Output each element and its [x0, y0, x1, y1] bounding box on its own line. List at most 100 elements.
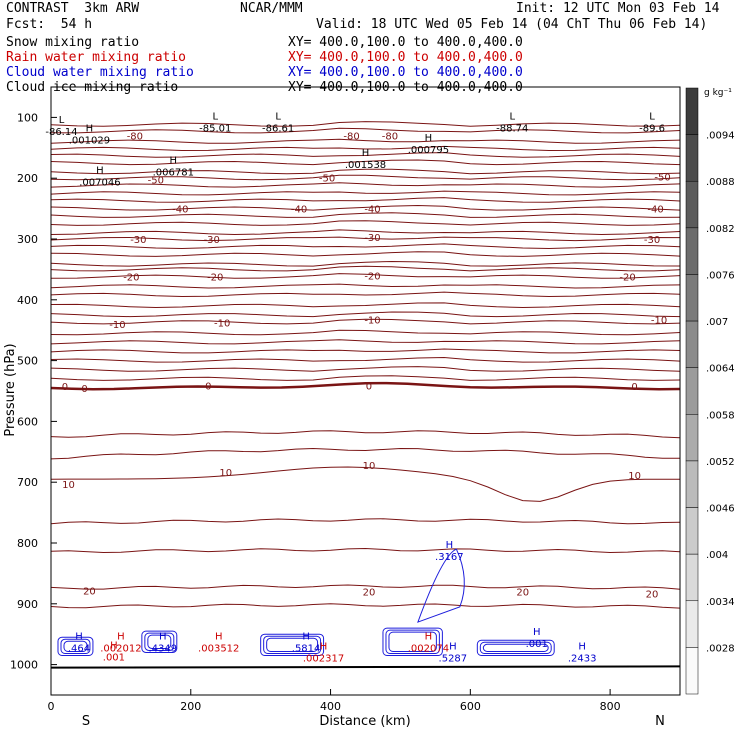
extremum-marker: H	[449, 642, 457, 653]
temperature-contour	[50, 603, 681, 609]
cloud-water-contour	[482, 643, 549, 652]
temperature-contour	[50, 291, 681, 298]
temperature-contour	[50, 329, 681, 336]
colorbar-cell	[685, 227, 699, 275]
temperature-contour	[50, 152, 681, 158]
extremum-value: -85.01	[199, 123, 231, 134]
cloud-water-contour	[266, 637, 319, 652]
temperature-contour	[50, 121, 681, 127]
extremum-value: .2433	[568, 654, 597, 665]
extremum-marker: H	[302, 631, 310, 642]
cloud-water-contour	[63, 640, 88, 652]
extremum-marker: H	[159, 631, 167, 642]
cloud-water-contour	[147, 634, 172, 649]
field-rain-xy: XY= 400.0,100.0 to 400.0,400.0	[288, 50, 523, 65]
extremum-marker: H	[425, 631, 433, 642]
y-tick-label: 1000	[10, 659, 38, 672]
extremum-marker: H	[425, 133, 433, 144]
colorbar-tick-label: .007	[706, 317, 728, 328]
center-title: NCAR/MMM	[240, 1, 303, 16]
extremum-marker: L	[275, 111, 281, 122]
extremum-marker: H	[215, 631, 223, 642]
extremum-marker: H	[578, 642, 586, 653]
x-axis-label: Distance (km)	[319, 714, 410, 729]
colorbar-cell	[685, 180, 699, 229]
colorbar-cell	[685, 87, 699, 135]
extremum-value: .5287	[439, 654, 468, 665]
contour-label: -20	[364, 271, 380, 282]
temperature-contour	[50, 311, 681, 318]
extremum-value: .002012	[100, 643, 141, 654]
temperature-contour	[50, 366, 681, 372]
field-snow-xy: XY= 400.0,100.0 to 400.0,400.0	[288, 35, 523, 50]
contour-label: -40	[172, 205, 188, 216]
temperature-contour	[50, 260, 681, 267]
colorbar-cell	[685, 274, 699, 322]
contour-label: 10	[363, 461, 376, 472]
field-snow: Snow mixing ratio	[6, 35, 140, 50]
extremum-value: .464	[68, 643, 90, 654]
colorbar-tick-label: .0088	[706, 177, 735, 188]
contour-label: -40	[291, 205, 307, 216]
temperature-contour	[50, 375, 681, 381]
y-tick-label: 900	[17, 598, 38, 611]
contour-label: 0	[205, 382, 211, 393]
cloud-water-contour	[57, 636, 94, 656]
cloud-water-contour	[382, 627, 443, 656]
field-cloud-water: Cloud water mixing ratio	[6, 65, 194, 80]
contour-label: -80	[382, 132, 398, 143]
colorbar: .0094 .0088 .0082 .0076 .007 .0064 .0058 .0052.…	[685, 87, 735, 695]
extremum-value: -86.14	[45, 127, 77, 138]
extremum-marker: H	[110, 640, 118, 651]
cloud-water-contour	[60, 638, 91, 654]
temperature-contour	[50, 251, 681, 257]
contour-label: 0	[62, 382, 68, 393]
colorbar-cell	[685, 600, 699, 648]
contour-label: -50	[319, 174, 335, 185]
temperature-contour	[50, 220, 681, 226]
colorbar-unit: g kg⁻¹	[704, 88, 732, 98]
contour-label: -80	[127, 132, 143, 143]
colorbar-cell	[685, 553, 699, 602]
temperature-contour	[50, 127, 681, 134]
valid-time: Valid: 18 UTC Wed 05 Feb 14 (04 ChT Thu …	[316, 17, 708, 32]
temperature-contour	[50, 283, 681, 289]
extremum-marker: H	[96, 166, 104, 177]
extremum-marker: L	[649, 111, 655, 122]
y-tick-label: 800	[17, 537, 38, 550]
temperature-contour	[50, 212, 681, 218]
cloud-water-contour	[417, 548, 465, 623]
forecast-hour: Fcst: 54 h	[6, 17, 93, 32]
cloud-water-contour	[263, 635, 322, 654]
contour-label: -30	[130, 235, 146, 246]
colorbar-tick-label: .0052	[706, 457, 735, 468]
colorbar-tick-label: .0058	[706, 410, 735, 421]
contour-label: 20	[516, 588, 529, 599]
temperature-contour	[50, 168, 681, 175]
temperature-contour	[50, 318, 681, 325]
temperature-contour	[50, 138, 681, 144]
extremum-value: .003512	[198, 643, 239, 654]
zero-degree-contour	[50, 381, 681, 391]
plot-frame	[50, 86, 681, 696]
x-tick-label: 800	[600, 700, 621, 713]
x-tick-label: 200	[180, 700, 201, 713]
contour-label: 20	[83, 586, 96, 597]
contour-label: 10	[628, 471, 641, 482]
temperature-contour	[50, 229, 681, 236]
colorbar-cell	[685, 460, 699, 508]
colorbar-cell	[685, 507, 699, 555]
extremum-value: .001029	[69, 136, 110, 147]
extremum-marker: L	[509, 111, 515, 122]
x-end-south: S	[82, 714, 90, 729]
temperature-contour	[50, 518, 681, 525]
temperature-contours	[50, 121, 681, 669]
extremum-marker: H	[362, 148, 370, 159]
temperature-contour	[50, 348, 681, 354]
temperature-contour	[50, 145, 681, 152]
temperature-contour	[50, 339, 681, 345]
contour-label: -30	[364, 233, 380, 244]
contour-label: -40	[364, 205, 380, 216]
contour-label: 10	[62, 480, 75, 491]
